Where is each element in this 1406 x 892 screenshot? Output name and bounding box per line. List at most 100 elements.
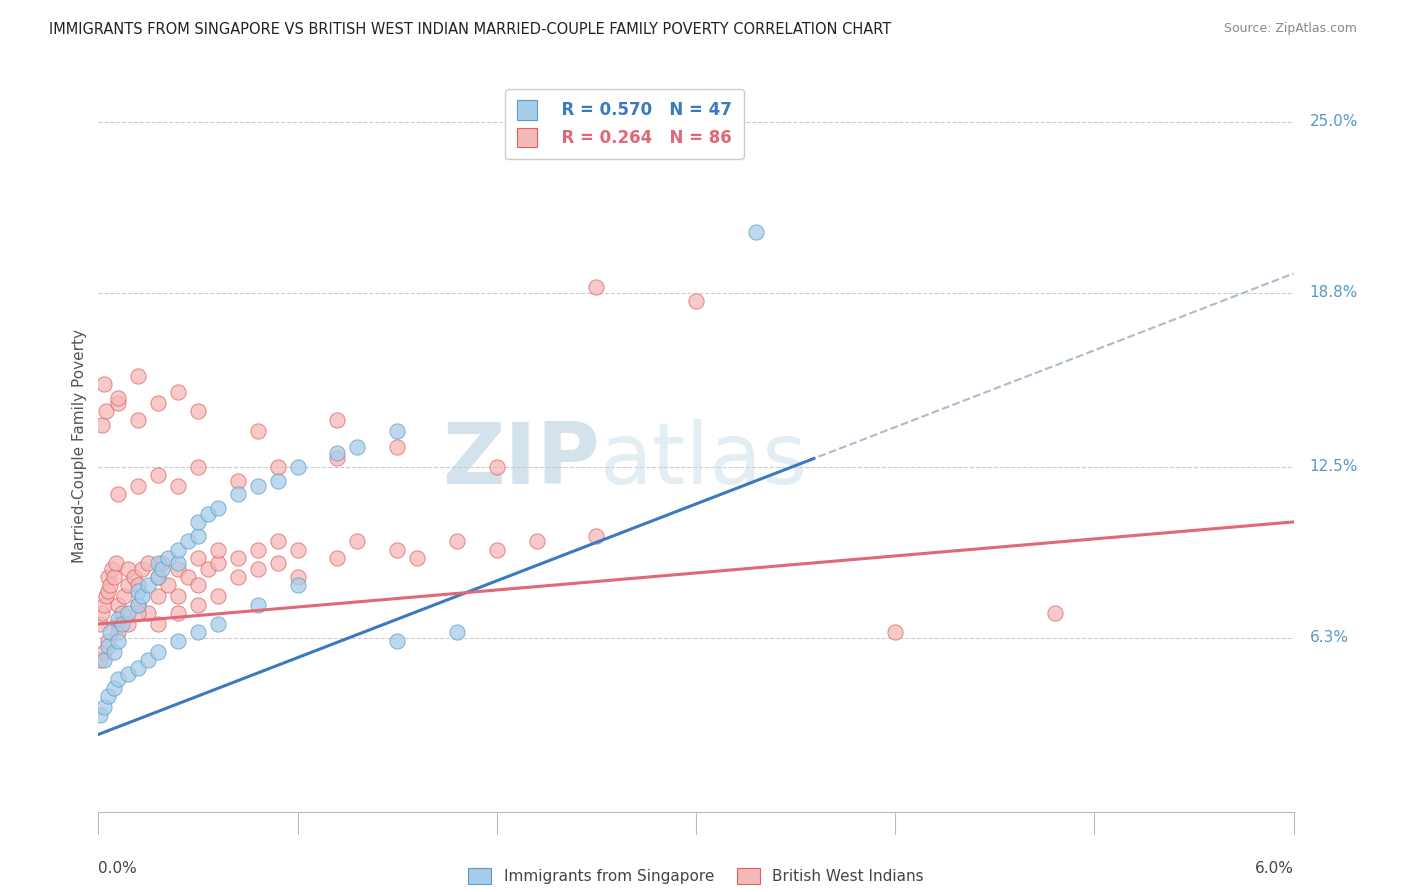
Point [127, 583, 149, 598]
Text: atlas: atlas [600, 419, 808, 502]
Point [117, 562, 139, 576]
Point [267, 534, 290, 549]
Point [187, 529, 209, 543]
Point [107, 625, 129, 640]
Point [148, 570, 170, 584]
Point [97, 689, 120, 703]
Point [326, 446, 349, 460]
Point [207, 501, 229, 516]
Point [136, 653, 159, 667]
Point [187, 515, 209, 529]
Point [93, 699, 115, 714]
Point [89, 617, 111, 632]
Point [107, 611, 129, 625]
Point [107, 672, 129, 686]
Point [167, 479, 190, 493]
Point [127, 578, 149, 592]
Point [96, 404, 118, 418]
Point [150, 562, 173, 576]
Point [167, 542, 190, 557]
Point [246, 479, 269, 493]
Point [111, 606, 134, 620]
Point [187, 550, 209, 565]
Point [385, 633, 409, 648]
Point [89, 708, 111, 723]
Point [385, 542, 409, 557]
Text: 6.0%: 6.0% [1254, 862, 1294, 877]
Point [105, 557, 128, 571]
Point [157, 578, 180, 592]
Point [167, 385, 190, 400]
Point [226, 487, 249, 501]
Point [117, 617, 139, 632]
Point [150, 557, 173, 571]
Point [346, 441, 368, 455]
Point [446, 625, 468, 640]
Point [177, 534, 200, 549]
Point [97, 633, 120, 648]
Point [226, 550, 249, 565]
Point [187, 578, 209, 592]
Point [112, 590, 135, 604]
Point [197, 507, 219, 521]
Point [287, 459, 309, 474]
Point [884, 625, 907, 640]
Point [148, 557, 170, 571]
Point [107, 391, 129, 405]
Point [197, 562, 219, 576]
Point [107, 633, 129, 648]
Point [385, 441, 409, 455]
Point [89, 653, 111, 667]
Point [326, 413, 349, 427]
Point [136, 606, 159, 620]
Point [97, 570, 120, 584]
Point [127, 368, 149, 383]
Text: 25.0%: 25.0% [1309, 114, 1358, 129]
Point [93, 598, 115, 612]
Point [346, 534, 368, 549]
Point [127, 598, 149, 612]
Y-axis label: Married-Couple Family Poverty: Married-Couple Family Poverty [72, 329, 87, 563]
Point [97, 639, 120, 653]
Point [148, 570, 170, 584]
Point [148, 617, 170, 632]
Point [97, 583, 120, 598]
Point [226, 474, 249, 488]
Point [148, 645, 170, 659]
Point [526, 534, 548, 549]
Point [107, 487, 129, 501]
Point [107, 396, 129, 410]
Point [287, 570, 309, 584]
Point [107, 598, 129, 612]
Point [98, 625, 122, 640]
Point [117, 578, 139, 592]
Point [103, 645, 125, 659]
Point [267, 474, 290, 488]
Point [287, 542, 309, 557]
Point [103, 681, 125, 695]
Point [91, 418, 114, 433]
Point [485, 542, 508, 557]
Point [246, 542, 269, 557]
Point [136, 578, 159, 592]
Point [167, 633, 190, 648]
Point [127, 413, 149, 427]
Point [98, 578, 122, 592]
Text: 0.0%: 0.0% [98, 862, 138, 877]
Point [91, 606, 114, 620]
Point [117, 666, 139, 681]
Point [93, 653, 115, 667]
Point [107, 617, 129, 632]
Point [585, 529, 607, 543]
Point [167, 557, 190, 571]
Point [93, 376, 115, 391]
Point [167, 606, 190, 620]
Point [187, 459, 209, 474]
Text: ZIP: ZIP [443, 419, 600, 502]
Point [287, 578, 309, 592]
Point [96, 590, 118, 604]
Point [246, 598, 269, 612]
Text: 12.5%: 12.5% [1309, 459, 1358, 475]
Point [103, 570, 125, 584]
Point [267, 459, 290, 474]
